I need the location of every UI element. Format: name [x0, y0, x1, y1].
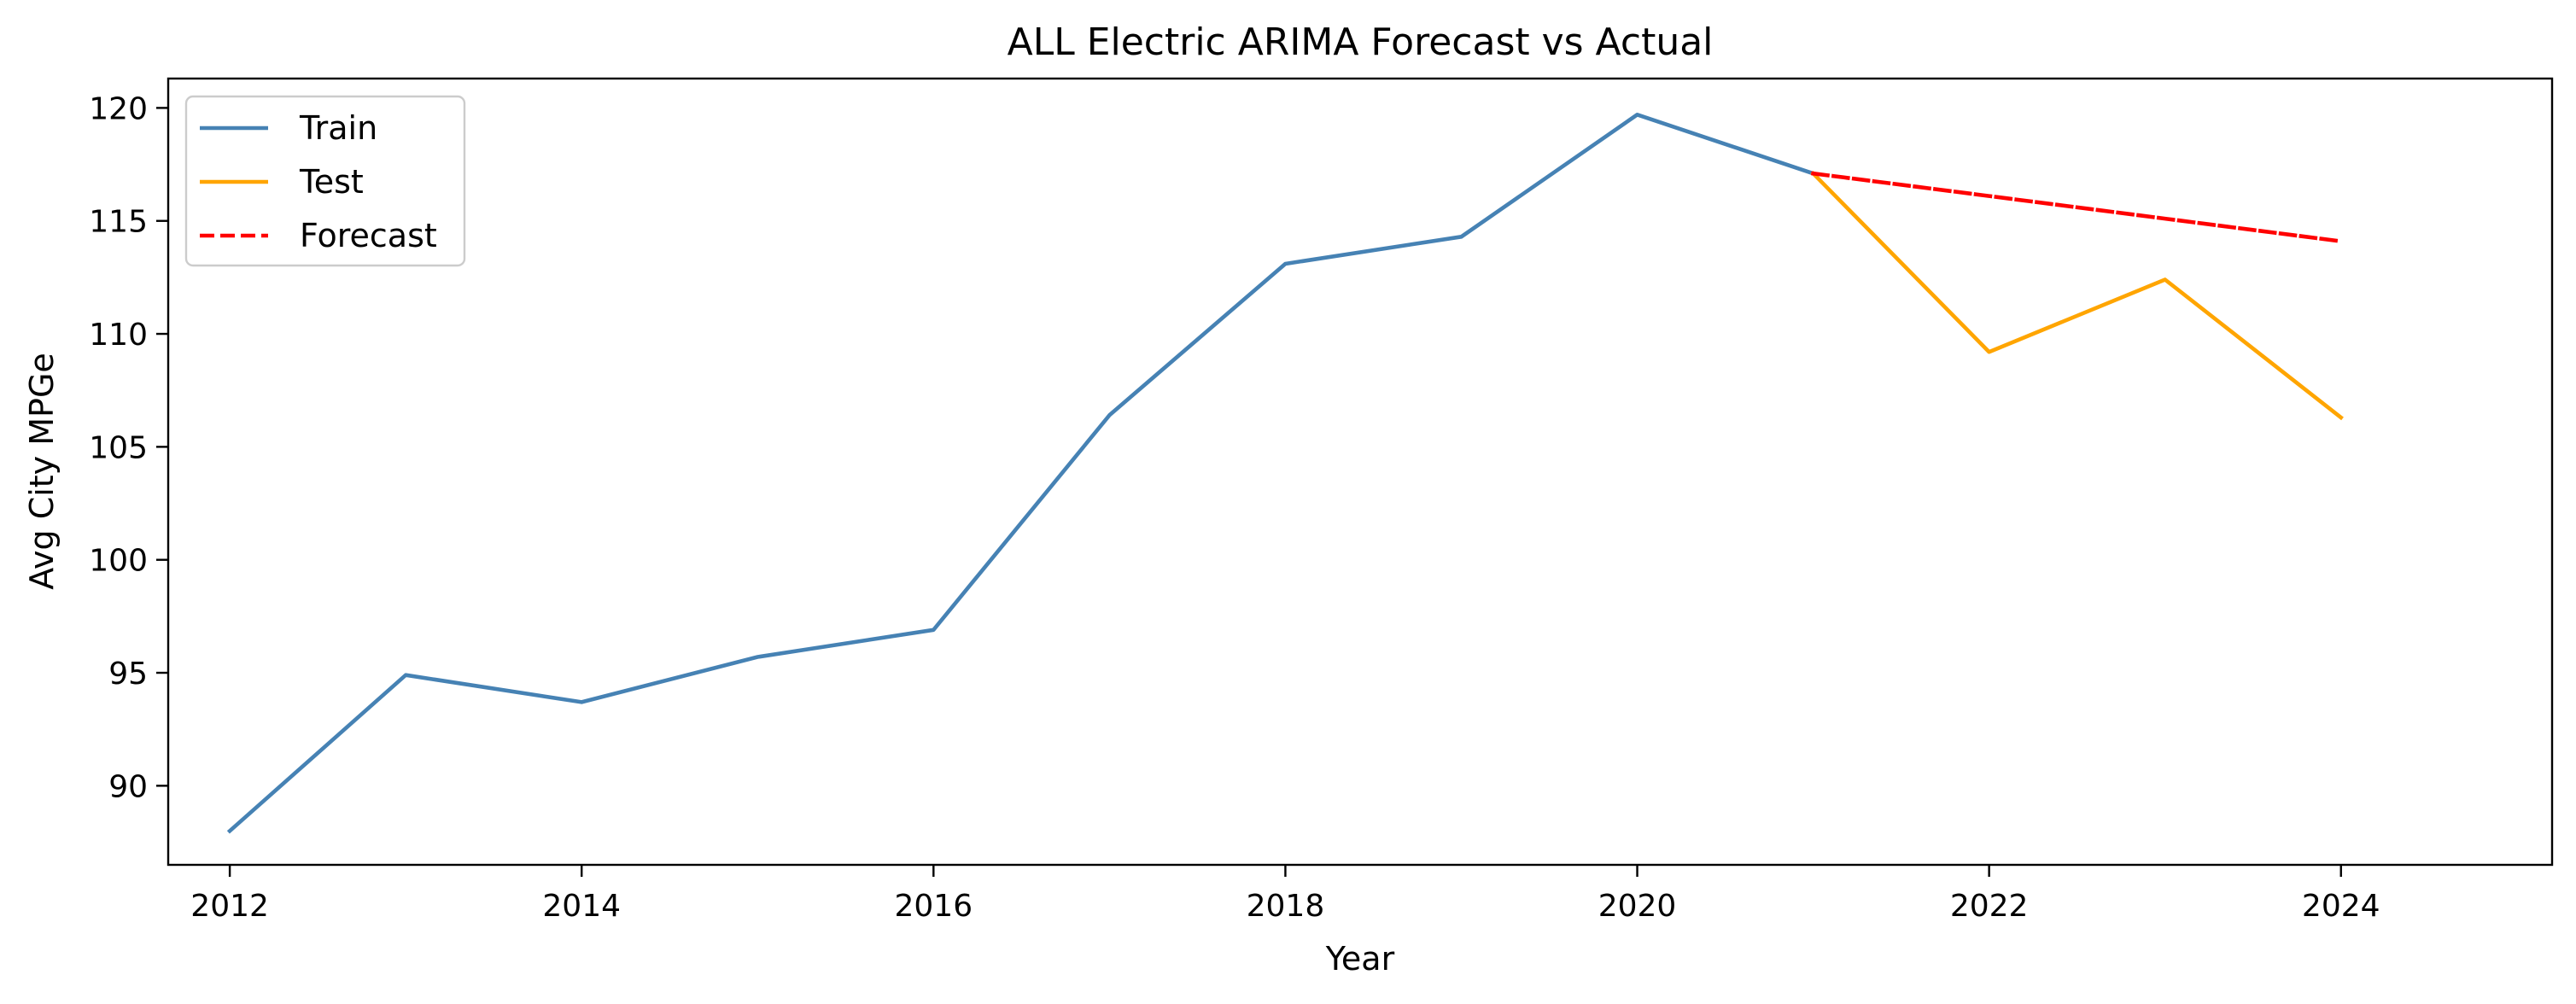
y-tick-label: 115	[89, 205, 148, 240]
y-axis: 90 95 100 105 110 115 120	[89, 91, 168, 804]
y-tick-label: 95	[108, 657, 148, 692]
legend-box	[184, 95, 466, 267]
chart-title: ALL Electric ARIMA Forecast vs Actual	[1008, 20, 1714, 64]
x-tick-label: 2022	[1950, 889, 2029, 924]
x-axis: 2012 2014 2016 2018 2020 2022 2024	[190, 865, 2380, 924]
series-line-forecast	[1811, 171, 2344, 244]
x-tick-label: 2014	[542, 889, 621, 924]
y-tick-label: 100	[89, 544, 148, 579]
axes-frame	[166, 77, 2554, 867]
y-tick-label: 105	[89, 430, 148, 465]
x-axis-label: Year	[1325, 940, 1395, 978]
x-tick-label: 2016	[895, 889, 973, 924]
series-line-train	[226, 113, 1816, 834]
x-tick-label: 2012	[190, 889, 269, 924]
x-tick-label: 2024	[2302, 889, 2380, 924]
legend: Train Test Forecast	[184, 95, 466, 267]
x-tick-label: 2020	[1598, 889, 1677, 924]
legend-label-train: Train	[299, 109, 377, 147]
y-tick-label: 90	[108, 769, 148, 804]
legend-label-test: Test	[299, 163, 364, 201]
y-axis-label: Avg City MPGe	[23, 353, 61, 590]
x-tick-label: 2018	[1247, 889, 1325, 924]
series-line-test	[1810, 170, 2344, 421]
legend-label-forecast: Forecast	[300, 217, 437, 254]
y-tick-label: 120	[89, 91, 148, 126]
y-tick-label: 110	[89, 318, 148, 353]
plot-area	[226, 113, 2344, 834]
